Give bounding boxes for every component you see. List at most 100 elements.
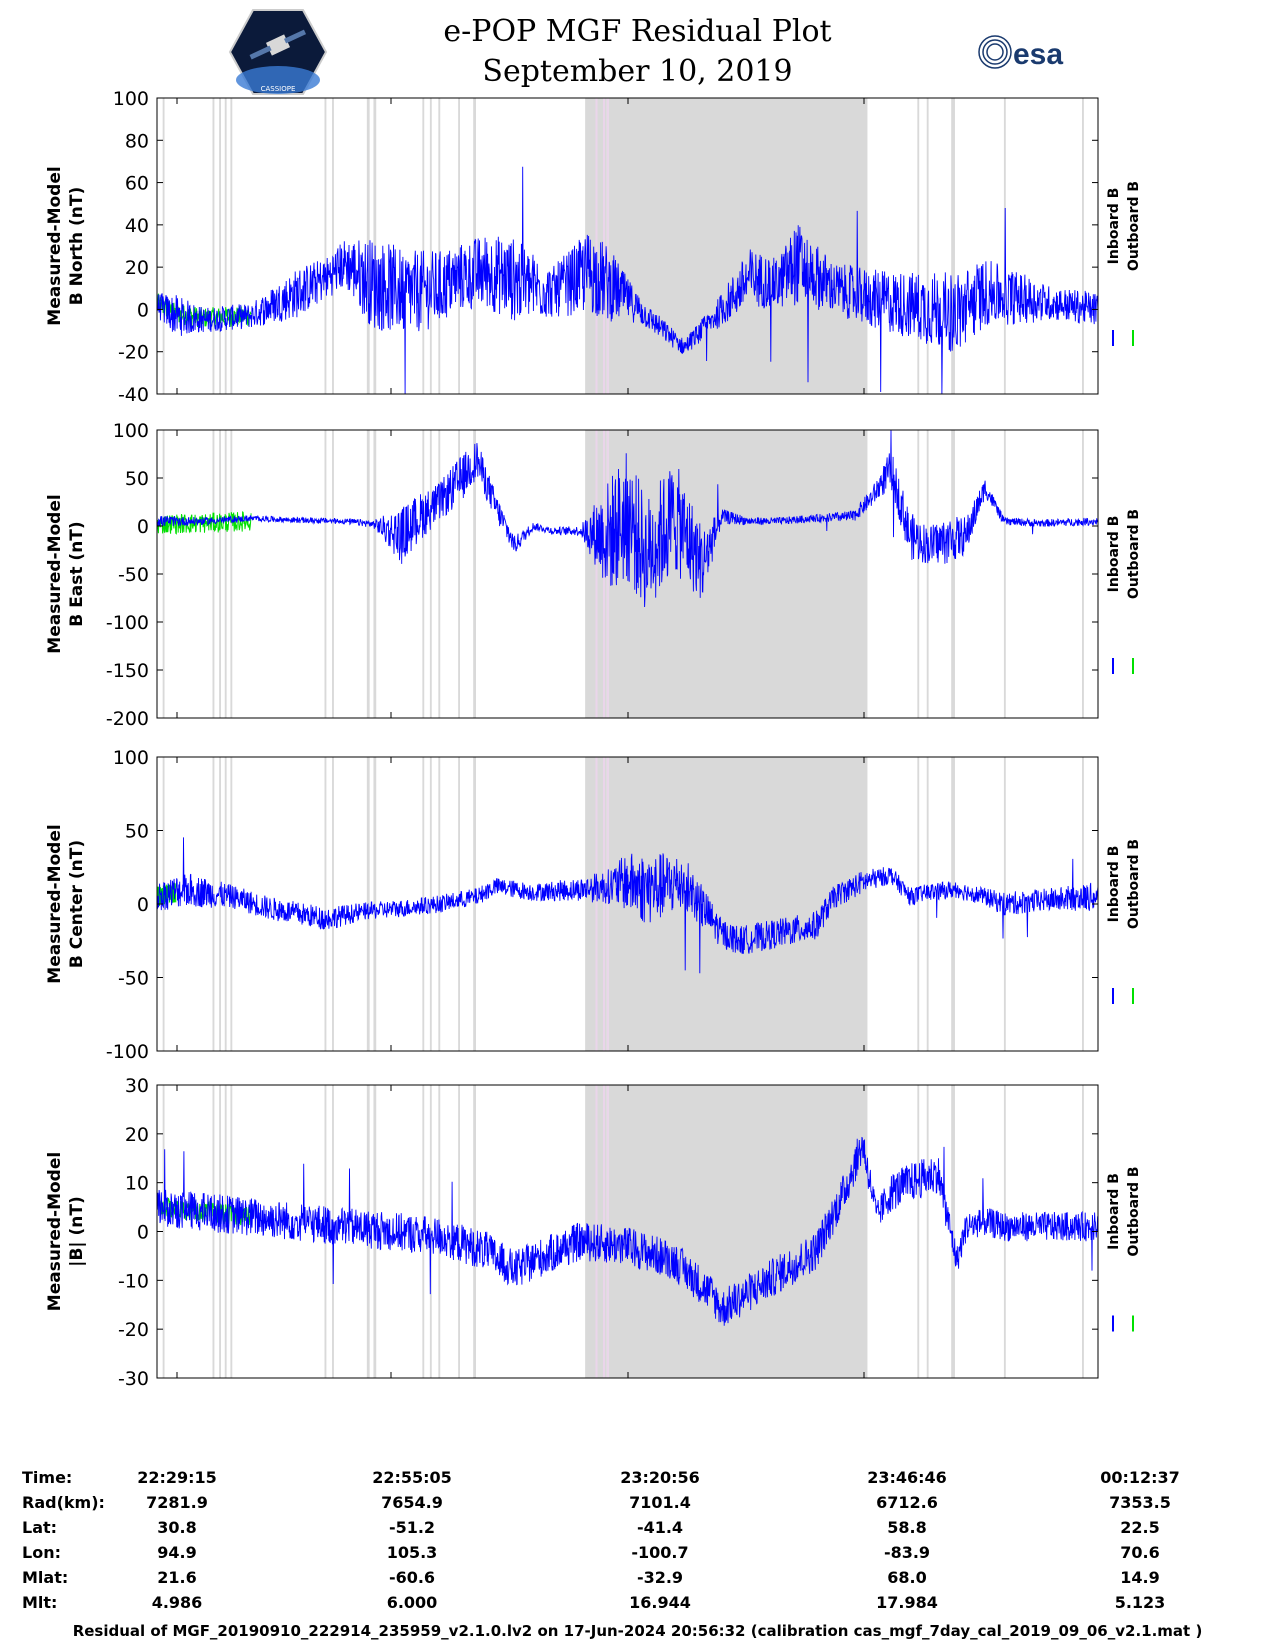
y-axis-label-line: Measured-Model (45, 824, 65, 983)
mlt-value: 5.123 (1114, 1593, 1166, 1612)
data-gap-shade (230, 98, 233, 394)
lat-value: 22.5 (1120, 1518, 1160, 1537)
y-tick-label: -50 (118, 968, 149, 990)
rad-value: 6712.6 (876, 1493, 938, 1512)
chart-panel: -100 -50 0 50 100 Measured-Model B Center (nT)… (45, 747, 1142, 1063)
rad-value: 7654.9 (381, 1493, 443, 1512)
lon-value: -83.9 (883, 1543, 931, 1562)
data-gap-shade (917, 757, 920, 1051)
data-gap-shade (1003, 430, 1006, 718)
row-label-mlat: Mlat: (22, 1568, 69, 1587)
data-gap-marker (603, 430, 606, 718)
lon-value: 94.9 (157, 1543, 197, 1562)
lon-value: -100.7 (631, 1543, 689, 1562)
inboard-series-line (156, 429, 1099, 608)
y-axis-label: Measured-Model B East (nT) (45, 494, 87, 653)
legend-labels: Inboard B Outboard B (1106, 839, 1142, 929)
data-gap-shade (324, 430, 327, 718)
mlat-value: -60.6 (388, 1568, 436, 1587)
y-tick-label: 50 (125, 468, 149, 490)
y-tick-label: 0 (137, 1222, 149, 1244)
mlat-value: 14.9 (1120, 1568, 1160, 1587)
data-gap-shade (926, 98, 929, 394)
y-tick-label: 30 (125, 1075, 149, 1097)
mlt-value: 16.944 (629, 1593, 691, 1612)
rad-value: 7281.9 (146, 1493, 208, 1512)
data-gap-marker (595, 430, 598, 718)
data-gap-shade (917, 430, 920, 718)
data-gap-shade (219, 430, 221, 718)
data-gap-shade (162, 1085, 165, 1378)
data-gap-marker (603, 98, 606, 394)
data-gap-shade (473, 757, 476, 1051)
data-gap-shade (212, 98, 215, 394)
y-axis-label: Measured-Model B North (nT) (45, 166, 87, 325)
data-gap-shade (473, 430, 476, 718)
data-gap-shade (1082, 430, 1084, 718)
data-gap-shade (230, 430, 233, 718)
mlt-value: 4.986 (151, 1593, 203, 1612)
data-gap-shade (332, 757, 334, 1051)
y-tick-label: 100 (113, 88, 149, 110)
data-gap-shade (951, 430, 955, 718)
data-gap-shade (366, 430, 370, 718)
y-tick-label: 0 (137, 516, 149, 538)
data-gap-shade (1003, 757, 1006, 1051)
data-gap-shade (926, 430, 929, 718)
esa-logo-text: esa (1013, 38, 1063, 71)
row-label-lat: Lat: (22, 1518, 58, 1537)
legend-inboard-label: Inboard B (1106, 516, 1122, 593)
footer-caption: Residual of MGF_20190910_222914_235959_v… (72, 1622, 1203, 1640)
data-gap-marker (606, 1085, 609, 1378)
y-tick-label: -100 (106, 612, 149, 634)
lat-value: 58.8 (887, 1518, 927, 1537)
plot-date: September 10, 2019 (482, 54, 793, 89)
data-gap-shade (230, 757, 233, 1051)
data-gap-shade (332, 430, 334, 718)
y-tick-label: -20 (118, 342, 149, 364)
y-axis-label-line: Measured-Model (45, 166, 65, 325)
orbit-info-table: Time: Rad(km): Lat: Lon: Mlat: Mlt: 22:2… (0, 1460, 1275, 1625)
chart-panel: -30 -20 -10 0 10 20 30 Measured-Model |B| (nT) In… (45, 1075, 1142, 1390)
rad-value: 7353.5 (1109, 1493, 1171, 1512)
y-axis-label-line: |B| (nT) (67, 1196, 87, 1267)
mlat-value: 68.0 (887, 1568, 927, 1587)
data-gap-shade (324, 98, 327, 394)
data-gap-shade (224, 98, 227, 394)
y-axis-label-line: B North (nT) (67, 187, 87, 306)
legend-outboard-label: Outboard B (1126, 839, 1142, 929)
data-gap-marker (606, 757, 609, 1051)
y-tick-label: -10 (118, 1270, 149, 1292)
y-tick-label: 0 (137, 894, 149, 916)
data-gap-marker (595, 1085, 598, 1378)
data-gap-marker (595, 98, 598, 394)
data-gap-shade (917, 98, 920, 394)
lat-value: -51.2 (388, 1518, 436, 1537)
time-value: 00:12:37 (1100, 1468, 1180, 1487)
time-value: 23:46:46 (867, 1468, 947, 1487)
row-label-mlt: Mlt: (22, 1593, 58, 1612)
data-gap-marker (603, 1085, 606, 1378)
lat-value: -41.4 (636, 1518, 684, 1537)
y-tick-label: -40 (118, 384, 149, 406)
legend-outboard-label: Outboard B (1126, 509, 1142, 599)
data-gap-shade (332, 98, 334, 394)
data-gap-shade (438, 98, 441, 394)
data-gap-shade (212, 1085, 215, 1378)
data-gap-shade (429, 1085, 432, 1378)
inboard-series-line (156, 166, 1099, 395)
data-gap-shade (917, 1085, 920, 1378)
data-gap-marker (606, 98, 609, 394)
lat-value: 30.8 (157, 1518, 197, 1537)
time-value: 22:29:15 (137, 1468, 217, 1487)
data-gap-shade (324, 757, 327, 1051)
data-gap-shade (951, 1085, 955, 1378)
data-gap-shade (162, 430, 165, 718)
data-gap-marker (603, 757, 606, 1051)
row-label-rad: Rad(km): (22, 1493, 105, 1512)
data-gap-shade (422, 98, 425, 394)
y-tick-label: 80 (125, 130, 149, 152)
y-axis-label: Measured-Model B Center (nT) (45, 824, 87, 983)
legend-labels: Inboard B Outboard B (1106, 181, 1142, 271)
